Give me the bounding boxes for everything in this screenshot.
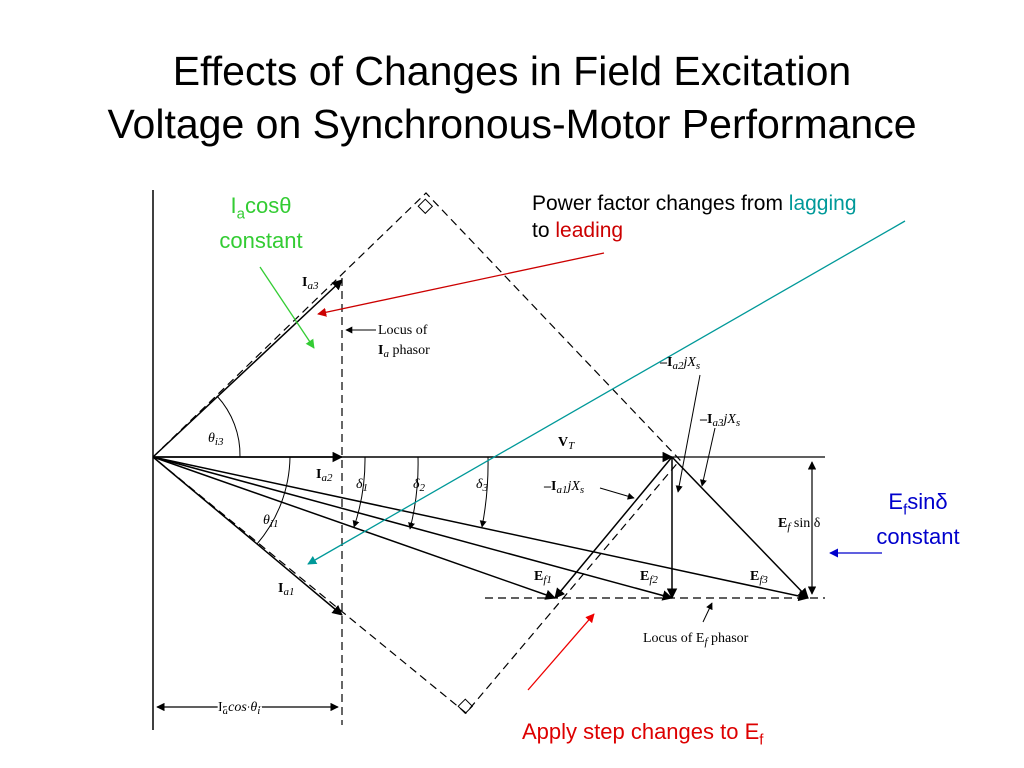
delta2-arc — [408, 456, 419, 530]
label-vt: VT — [558, 435, 575, 452]
label-ia3jxs: –Ia3jXs — [699, 412, 740, 429]
ef-sin-constant-note: Efsinδ constant — [876, 489, 960, 550]
theta-i3-arc — [216, 395, 241, 458]
label-delta2: δ2 — [413, 477, 426, 494]
ia1jxs-phasor — [554, 456, 673, 599]
teal-arrow — [307, 220, 906, 565]
red-arrow-pf — [317, 252, 605, 317]
label-ia-cos-theta: Iacos θi — [218, 700, 260, 717]
slide-title-line1: Effects of Changes in Field Excitation — [172, 48, 852, 94]
label-locus-ia-1: Locus of — [378, 323, 428, 338]
right-angle-mark-top — [417, 198, 434, 215]
label-delta1: δ1 — [356, 477, 368, 494]
label-ef1: Ef1 — [534, 569, 552, 586]
label-ef2: Ef2 — [640, 569, 658, 586]
label-ia2jxs: –Ia2jXs — [659, 355, 700, 372]
apply-step-note: Apply step changes to Ef — [522, 719, 764, 749]
delta3-arc — [479, 456, 489, 528]
theta-i1-arc — [256, 456, 291, 545]
label-ia1jxs: –Ia1jXs — [543, 479, 584, 496]
ia3-phasor — [152, 279, 343, 458]
dashed-rhombus — [152, 192, 681, 714]
red-arrow-step — [527, 613, 595, 691]
label-locus-ef: Locus of Ef phasor — [643, 631, 749, 648]
right-angle-mark-bottom — [457, 698, 474, 715]
label-locus-ia-2: Ia phasor — [378, 343, 430, 360]
locus-ef-leader — [702, 602, 713, 623]
label-ef3: Ef3 — [750, 569, 768, 586]
delta1-arc — [352, 456, 366, 528]
label-delta3: δ3 — [476, 477, 489, 494]
ia1jxs-leader — [599, 487, 635, 500]
ef1-phasor — [152, 456, 556, 600]
ia2jxs-leader — [675, 374, 701, 493]
ia-cos-constant-note: Iacosθ constant — [219, 193, 303, 254]
label-theta-i3: θi3 — [208, 431, 224, 448]
label-ia3: Ia3 — [302, 275, 319, 292]
ia3jxs-phasor — [671, 456, 809, 599]
power-factor-note: Power factor changes from lagging to lea… — [532, 192, 857, 242]
label-ia1: Ia1 — [278, 581, 294, 598]
green-arrow — [259, 266, 315, 349]
label-theta-i1: θi1 — [263, 513, 278, 530]
label-ef-sin-delta: Ef sin δ — [778, 516, 821, 533]
slide-title-line2: Voltage on Synchronous-Motor Performance — [107, 101, 917, 147]
ia3jxs-leader — [699, 427, 716, 487]
ia1-phasor — [152, 456, 343, 616]
label-ia2: Ia2 — [316, 467, 333, 484]
